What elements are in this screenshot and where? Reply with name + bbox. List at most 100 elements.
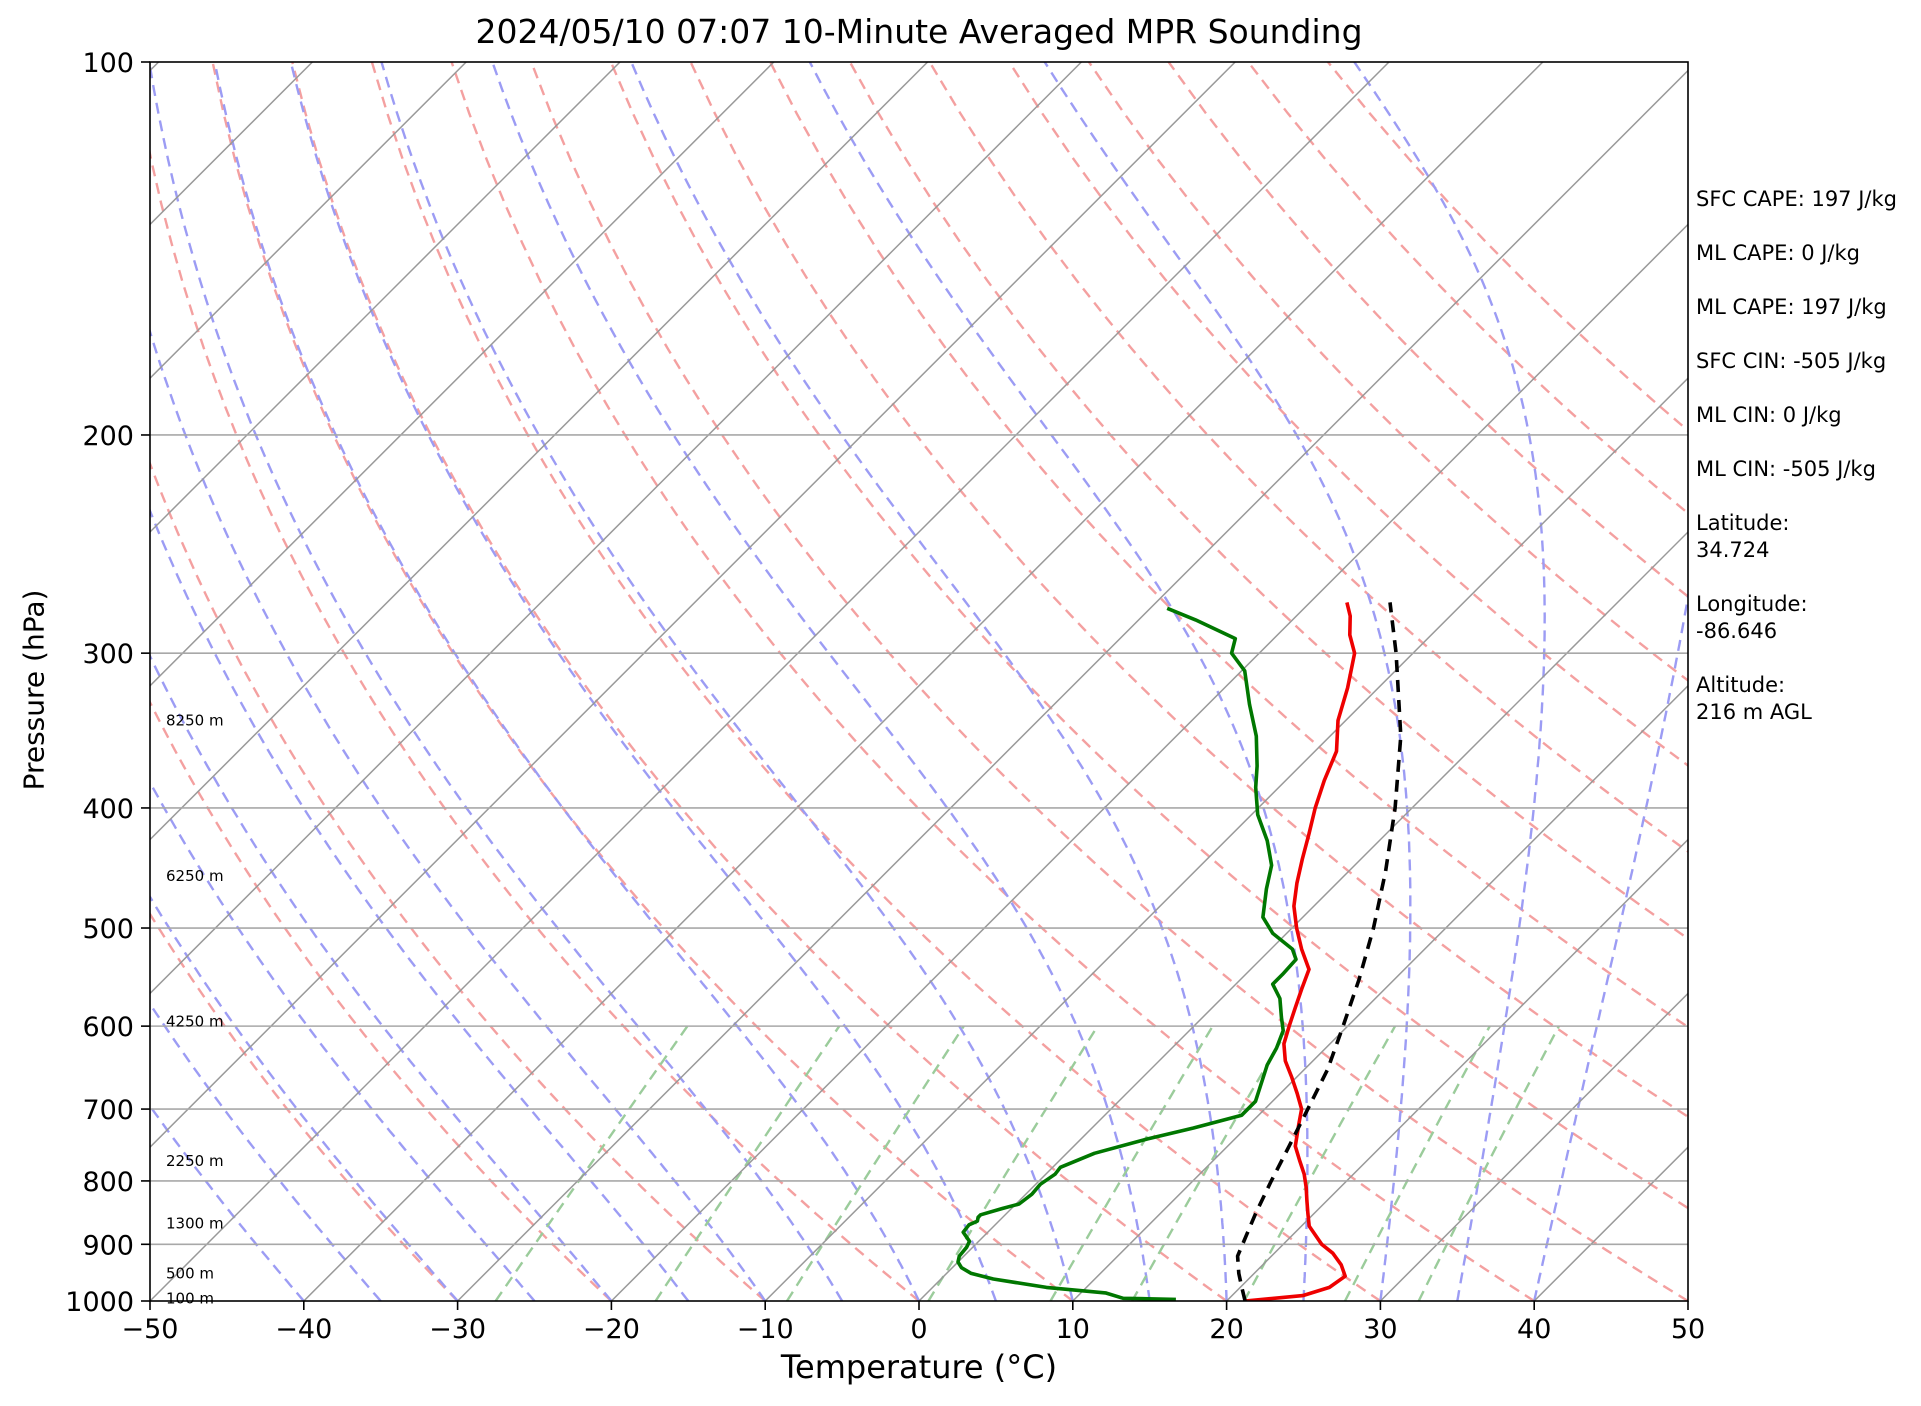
- dry-adiabat: [609, 62, 1688, 1210]
- isotherm: [610, 223, 1688, 1301]
- x-tick-label: 20: [1209, 1314, 1243, 1345]
- isotherm: [150, 62, 160, 72]
- stat-text: ML CAPE: 0 J/kg: [1696, 241, 1861, 265]
- isotherm: [0, 62, 5, 1301]
- moist-adiabat: [150, 653, 613, 1301]
- isotherm: [150, 62, 1390, 1301]
- mixing-ratio-line: [1343, 1025, 1491, 1301]
- dry-adiabat: [1087, 62, 1688, 683]
- x-tick-label: −20: [583, 1314, 640, 1345]
- moist-adiabat: [150, 1103, 305, 1301]
- moist-adiabat: [150, 62, 844, 1301]
- dry-adiabat: [150, 148, 920, 1301]
- stat-entry: ML CAPE: 197 J/kg: [1696, 294, 1897, 321]
- dewpoint-profile: [956, 606, 1298, 1301]
- mixing-ratio-line: [654, 1025, 841, 1301]
- x-tick-label: 30: [1363, 1314, 1397, 1345]
- x-tick-label: −50: [122, 1314, 179, 1345]
- x-tick-label: −40: [275, 1314, 332, 1345]
- stat-text: -86.646: [1696, 619, 1778, 643]
- stat-entry: Latitude: 34.724: [1696, 510, 1897, 564]
- background-lines: [0, 62, 1688, 1301]
- stat-entry: SFC CAPE: 197 J/kg: [1696, 186, 1897, 213]
- dry-adiabat: [150, 460, 766, 1301]
- y-tick-label: 900: [82, 1230, 134, 1261]
- x-tick-label: 10: [1056, 1314, 1090, 1345]
- dry-adiabat: [370, 62, 1382, 1301]
- moist-adiabat: [213, 62, 921, 1301]
- x-tick-label: −30: [429, 1314, 486, 1345]
- y-tick-label: 300: [82, 639, 134, 670]
- x-axis-label: Temperature (°C): [780, 1348, 1058, 1386]
- isotherm: [150, 62, 1236, 1149]
- isotherm: [150, 62, 929, 841]
- isotherm: [918, 530, 1688, 1301]
- stat-text: ML CIN: 0 J/kg: [1696, 403, 1842, 427]
- stat-entry: Longitude: -86.646: [1696, 591, 1897, 645]
- stat-entry: Altitude: 216 m AGL: [1696, 672, 1897, 726]
- profile-lines: [956, 601, 1403, 1301]
- stat-text: Longitude:: [1696, 592, 1808, 616]
- moist-adiabat: [150, 507, 690, 1301]
- stat-text: ML CIN: -505 J/kg: [1696, 457, 1876, 481]
- mixing-ratio-line: [785, 1025, 965, 1301]
- stats-panel: SFC CAPE: 197 J/kg ML CAPE: 0 J/kg ML CAPE…: [1696, 186, 1897, 753]
- mixing-ratio-line: [927, 1025, 1099, 1301]
- x-tick-label: −10: [737, 1314, 794, 1345]
- dry-adiabat: [150, 699, 613, 1301]
- mixing-ratio-line: [1049, 1025, 1214, 1301]
- height-label: 1300 m: [166, 1215, 224, 1233]
- dry-adiabat: [928, 62, 1688, 853]
- dry-adiabat: [450, 62, 1535, 1301]
- height-label: 100 m: [166, 1289, 214, 1307]
- stat-text: 34.724: [1696, 538, 1770, 562]
- isotherm: [150, 62, 621, 534]
- isotherm: [764, 377, 1688, 1301]
- moist-adiabat: [380, 62, 1074, 1301]
- moist-adiabat: [630, 62, 1228, 1301]
- mixing-ratio-line: [494, 1025, 689, 1301]
- isotherm: [150, 62, 1082, 995]
- isotherm: [150, 62, 467, 380]
- stat-text: SFC CAPE: 197 J/kg: [1696, 187, 1897, 211]
- chart-title: 2024/05/10 07:07 10-Minute Averaged MPR …: [475, 12, 1363, 51]
- y-tick-label: 400: [82, 794, 134, 825]
- x-tick-label: 0: [910, 1314, 927, 1345]
- stat-text: Latitude:: [1696, 511, 1790, 535]
- stat-entry: SFC CIN: -505 J/kg: [1696, 348, 1897, 375]
- y-tick-label: 200: [82, 421, 134, 452]
- dry-adiabat: [530, 62, 1688, 1301]
- height-label: 2250 m: [166, 1152, 224, 1170]
- axis-ticks: −50 −40 −30 −20 −10 0 10 20 30 40 50 1000 900 800 700 6…: [65, 48, 1705, 1345]
- y-tick-label: 600: [82, 1012, 134, 1043]
- height-label: 500 m: [166, 1264, 214, 1282]
- y-tick-label: 1000: [65, 1287, 134, 1318]
- dry-adiabat: [769, 62, 1688, 1029]
- stat-entry: ML CAPE: 0 J/kg: [1696, 240, 1897, 267]
- isotherm: [1072, 684, 1688, 1301]
- isotherm: [1226, 838, 1688, 1301]
- isotherm: [1379, 992, 1688, 1301]
- stat-text: SFC CIN: -505 J/kg: [1696, 349, 1887, 373]
- stat-entry: ML CIN: 0 J/kg: [1696, 402, 1897, 429]
- height-label: 8250 m: [166, 712, 224, 730]
- moist-adiabat: [150, 1001, 382, 1301]
- height-labels: 100 m 500 m 1300 m 2250 m 4250 m 6250 m 8250 m: [166, 712, 224, 1308]
- dry-adiabat: [291, 62, 1228, 1301]
- dry-adiabat: [689, 62, 1688, 1119]
- dry-adiabat: [211, 62, 1074, 1301]
- height-label: 6250 m: [166, 867, 224, 885]
- y-tick-label: 800: [82, 1167, 134, 1198]
- stat-text: 216 m AGL: [1696, 700, 1812, 724]
- dry-adiabat: [848, 62, 1688, 941]
- stat-text: ML CAPE: 197 J/kg: [1696, 295, 1887, 319]
- moist-adiabat: [150, 894, 459, 1301]
- mixing-ratio-line: [1417, 1025, 1560, 1301]
- isotherm: [303, 62, 1544, 1301]
- isotherm: [457, 69, 1688, 1301]
- stat-entry: ML CIN: -505 J/kg: [1696, 456, 1897, 483]
- dry-adiabat: [150, 911, 459, 1301]
- moist-adiabat: [1533, 590, 1688, 1301]
- x-tick-label: 40: [1517, 1314, 1551, 1345]
